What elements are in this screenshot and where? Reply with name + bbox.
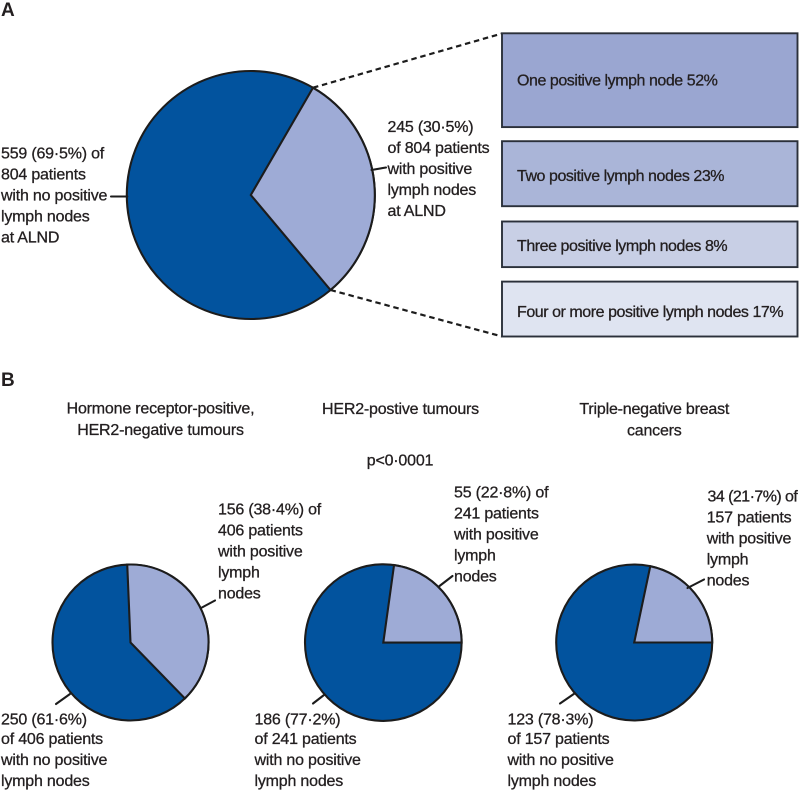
svg-text:186 (77·2%): 186 (77·2%) [255,712,341,729]
svg-text:at ALND: at ALND [1,230,59,247]
svg-text:nodes: nodes [707,572,750,589]
svg-text:with no positive: with no positive [0,752,107,769]
svg-text:with no positive: with no positive [254,752,361,769]
svg-text:250 (61·6%): 250 (61·6%) [1,712,87,729]
svg-text:157 patients: 157 patients [707,509,792,526]
svg-text:A: A [1,0,15,21]
svg-text:lymph nodes: lymph nodes [508,773,597,790]
svg-text:nodes: nodes [218,586,261,603]
svg-text:HER2-negative tumours: HER2-negative tumours [77,422,244,439]
svg-text:Three positive lymph nodes 8%: Three positive lymph nodes 8% [517,238,727,255]
svg-text:at ALND: at ALND [388,203,446,220]
svg-text:lymph nodes: lymph nodes [255,773,344,790]
svg-text:lymph: lymph [218,565,260,582]
svg-text:55 (22·8%) of: 55 (22·8%) of [454,485,549,502]
svg-text:B: B [1,370,15,391]
svg-text:34 (21·7%) of: 34 (21·7%) of [708,488,799,505]
svg-text:nodes: nodes [454,569,497,586]
svg-text:Four or more positive lymph no: Four or more positive lymph nodes 17% [517,304,783,321]
svg-text:with positive: with positive [453,527,539,544]
svg-text:of 241 patients: of 241 patients [255,731,357,748]
svg-text:lymph nodes: lymph nodes [388,182,477,199]
svg-text:245 (30·5%): 245 (30·5%) [388,119,474,136]
svg-text:lymph nodes: lymph nodes [1,773,90,790]
svg-text:804 patients: 804 patients [1,167,86,184]
svg-text:with no positive: with no positive [507,752,614,769]
svg-text:of 157 patients: of 157 patients [508,731,610,748]
svg-text:of 804 patients: of 804 patients [388,140,490,157]
svg-text:One positive lymph node 52%: One positive lymph node 52% [517,72,718,89]
svg-text:cancers: cancers [627,423,682,440]
svg-text:lymph: lymph [454,548,496,565]
svg-text:of 406 patients: of 406 patients [1,731,103,748]
svg-text:lymph: lymph [707,551,749,568]
svg-text:with positive: with positive [387,161,473,178]
svg-text:123 (78·3%): 123 (78·3%) [508,712,594,729]
svg-text:Hormone receptor-positive,: Hormone receptor-positive, [67,401,255,418]
svg-text:559 (69·5%) of: 559 (69·5%) of [1,146,105,163]
svg-text:406 patients: 406 patients [218,523,303,540]
svg-text:with positive: with positive [706,530,792,547]
svg-text:Two positive lymph nodes 23%: Two positive lymph nodes 23% [517,168,724,185]
svg-text:p<0·0001: p<0·0001 [367,452,434,469]
svg-text:HER2-postive tumours: HER2-postive tumours [322,401,479,418]
svg-text:with positive: with positive [217,544,303,561]
svg-text:Triple-negative breast: Triple-negative breast [579,401,730,418]
svg-text:241 patients: 241 patients [454,506,539,523]
svg-text:156 (38·4%) of: 156 (38·4%) of [218,502,322,519]
svg-text:lymph nodes: lymph nodes [1,209,90,226]
svg-text:with no positive: with no positive [0,188,107,205]
